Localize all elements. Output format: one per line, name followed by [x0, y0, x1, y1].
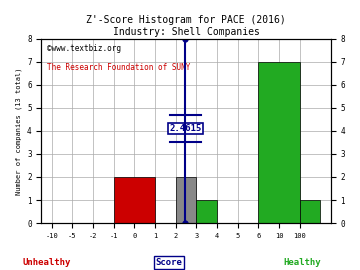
Text: Unhealthy: Unhealthy: [23, 258, 71, 267]
Text: ©www.textbiz.org: ©www.textbiz.org: [47, 44, 121, 53]
Text: The Research Foundation of SUNY: The Research Foundation of SUNY: [47, 63, 190, 72]
Y-axis label: Number of companies (13 total): Number of companies (13 total): [15, 67, 22, 195]
Text: 2.4615: 2.4615: [169, 124, 201, 133]
Title: Z'-Score Histogram for PACE (2016)
Industry: Shell Companies: Z'-Score Histogram for PACE (2016) Indus…: [86, 15, 286, 37]
Bar: [196, 200, 217, 223]
Bar: [300, 200, 320, 223]
Bar: [258, 62, 300, 223]
Text: Healthy: Healthy: [284, 258, 321, 267]
Bar: [114, 177, 155, 223]
Bar: [176, 177, 196, 223]
Text: Score: Score: [156, 258, 183, 267]
